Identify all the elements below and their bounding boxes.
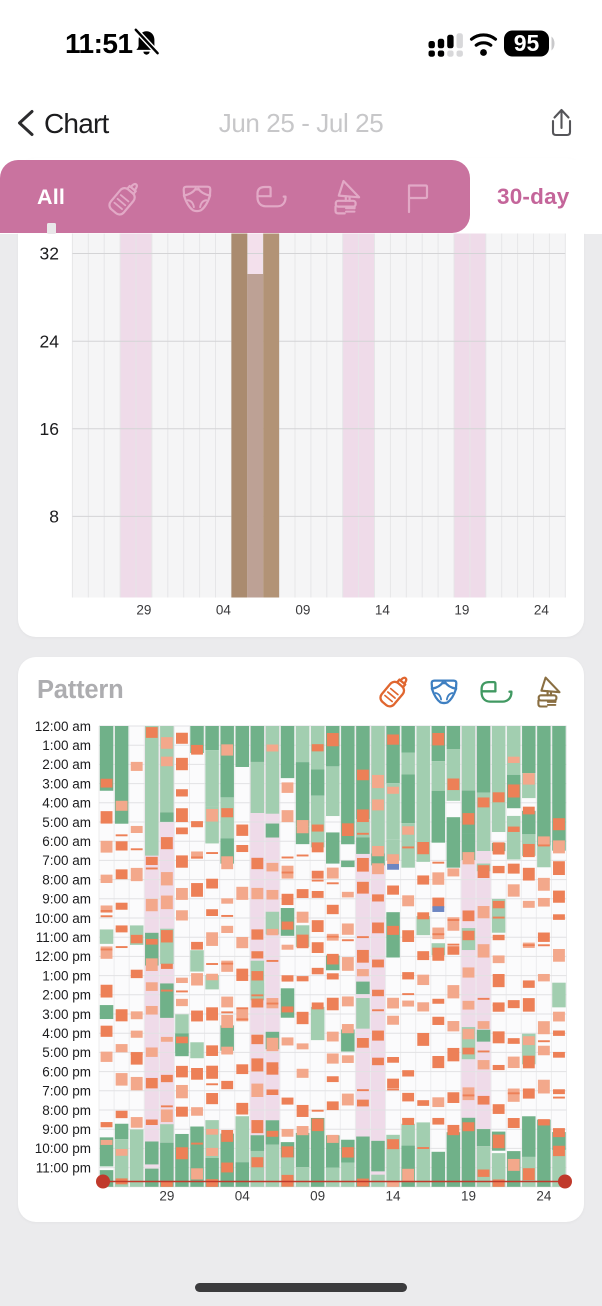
svg-text:3:00 am: 3:00 am [42,776,91,791]
svg-text:1:00 pm: 1:00 pm [42,968,91,983]
svg-text:11:51: 11:51 [65,28,133,59]
svg-text:5:00 pm: 5:00 pm [42,1045,91,1060]
svg-text:9:00 pm: 9:00 pm [42,1122,91,1137]
svg-text:6:00 pm: 6:00 pm [42,1064,91,1079]
svg-text:10:00 pm: 10:00 pm [35,1141,91,1156]
svg-text:24: 24 [536,1189,552,1204]
svg-text:4:00 am: 4:00 am [42,796,91,811]
svg-text:19: 19 [454,603,469,618]
svg-text:Jun 25 - Jul 25: Jun 25 - Jul 25 [219,108,384,138]
svg-text:12:00 am: 12:00 am [35,719,91,734]
svg-text:12:00 pm: 12:00 pm [35,949,91,964]
svg-text:6:00 am: 6:00 am [42,834,91,849]
svg-text:04: 04 [235,1189,251,1204]
svg-text:1:00 am: 1:00 am [42,738,91,753]
svg-text:7:00 am: 7:00 am [42,853,91,868]
svg-text:09: 09 [310,1189,325,1204]
svg-text:24: 24 [40,331,60,351]
svg-text:2:00 pm: 2:00 pm [42,988,91,1003]
svg-text:2:00 am: 2:00 am [42,757,91,772]
svg-text:09: 09 [295,603,310,618]
svg-text:16: 16 [40,419,59,439]
svg-text:8:00 am: 8:00 am [42,872,91,887]
svg-text:8:00 pm: 8:00 pm [42,1103,91,1118]
svg-text:95: 95 [514,30,540,56]
svg-text:Chart: Chart [44,108,109,139]
svg-text:29: 29 [136,603,151,618]
svg-text:8: 8 [49,507,59,527]
svg-text:14: 14 [386,1189,402,1204]
svg-text:7:00 pm: 7:00 pm [42,1084,91,1099]
svg-text:24: 24 [534,603,550,618]
svg-text:29: 29 [159,1189,174,1204]
svg-text:11:00 pm: 11:00 pm [36,1160,91,1175]
svg-text:11:00 am: 11:00 am [36,930,91,945]
svg-text:10:00 am: 10:00 am [35,911,91,926]
svg-text:32: 32 [40,244,59,264]
svg-text:5:00 am: 5:00 am [42,815,91,830]
svg-text:4:00 pm: 4:00 pm [42,1026,91,1041]
svg-text:14: 14 [375,603,391,618]
svg-text:9:00 am: 9:00 am [42,892,91,907]
svg-text:04: 04 [216,603,232,618]
svg-text:19: 19 [461,1189,476,1204]
svg-text:3:00 pm: 3:00 pm [42,1007,91,1022]
